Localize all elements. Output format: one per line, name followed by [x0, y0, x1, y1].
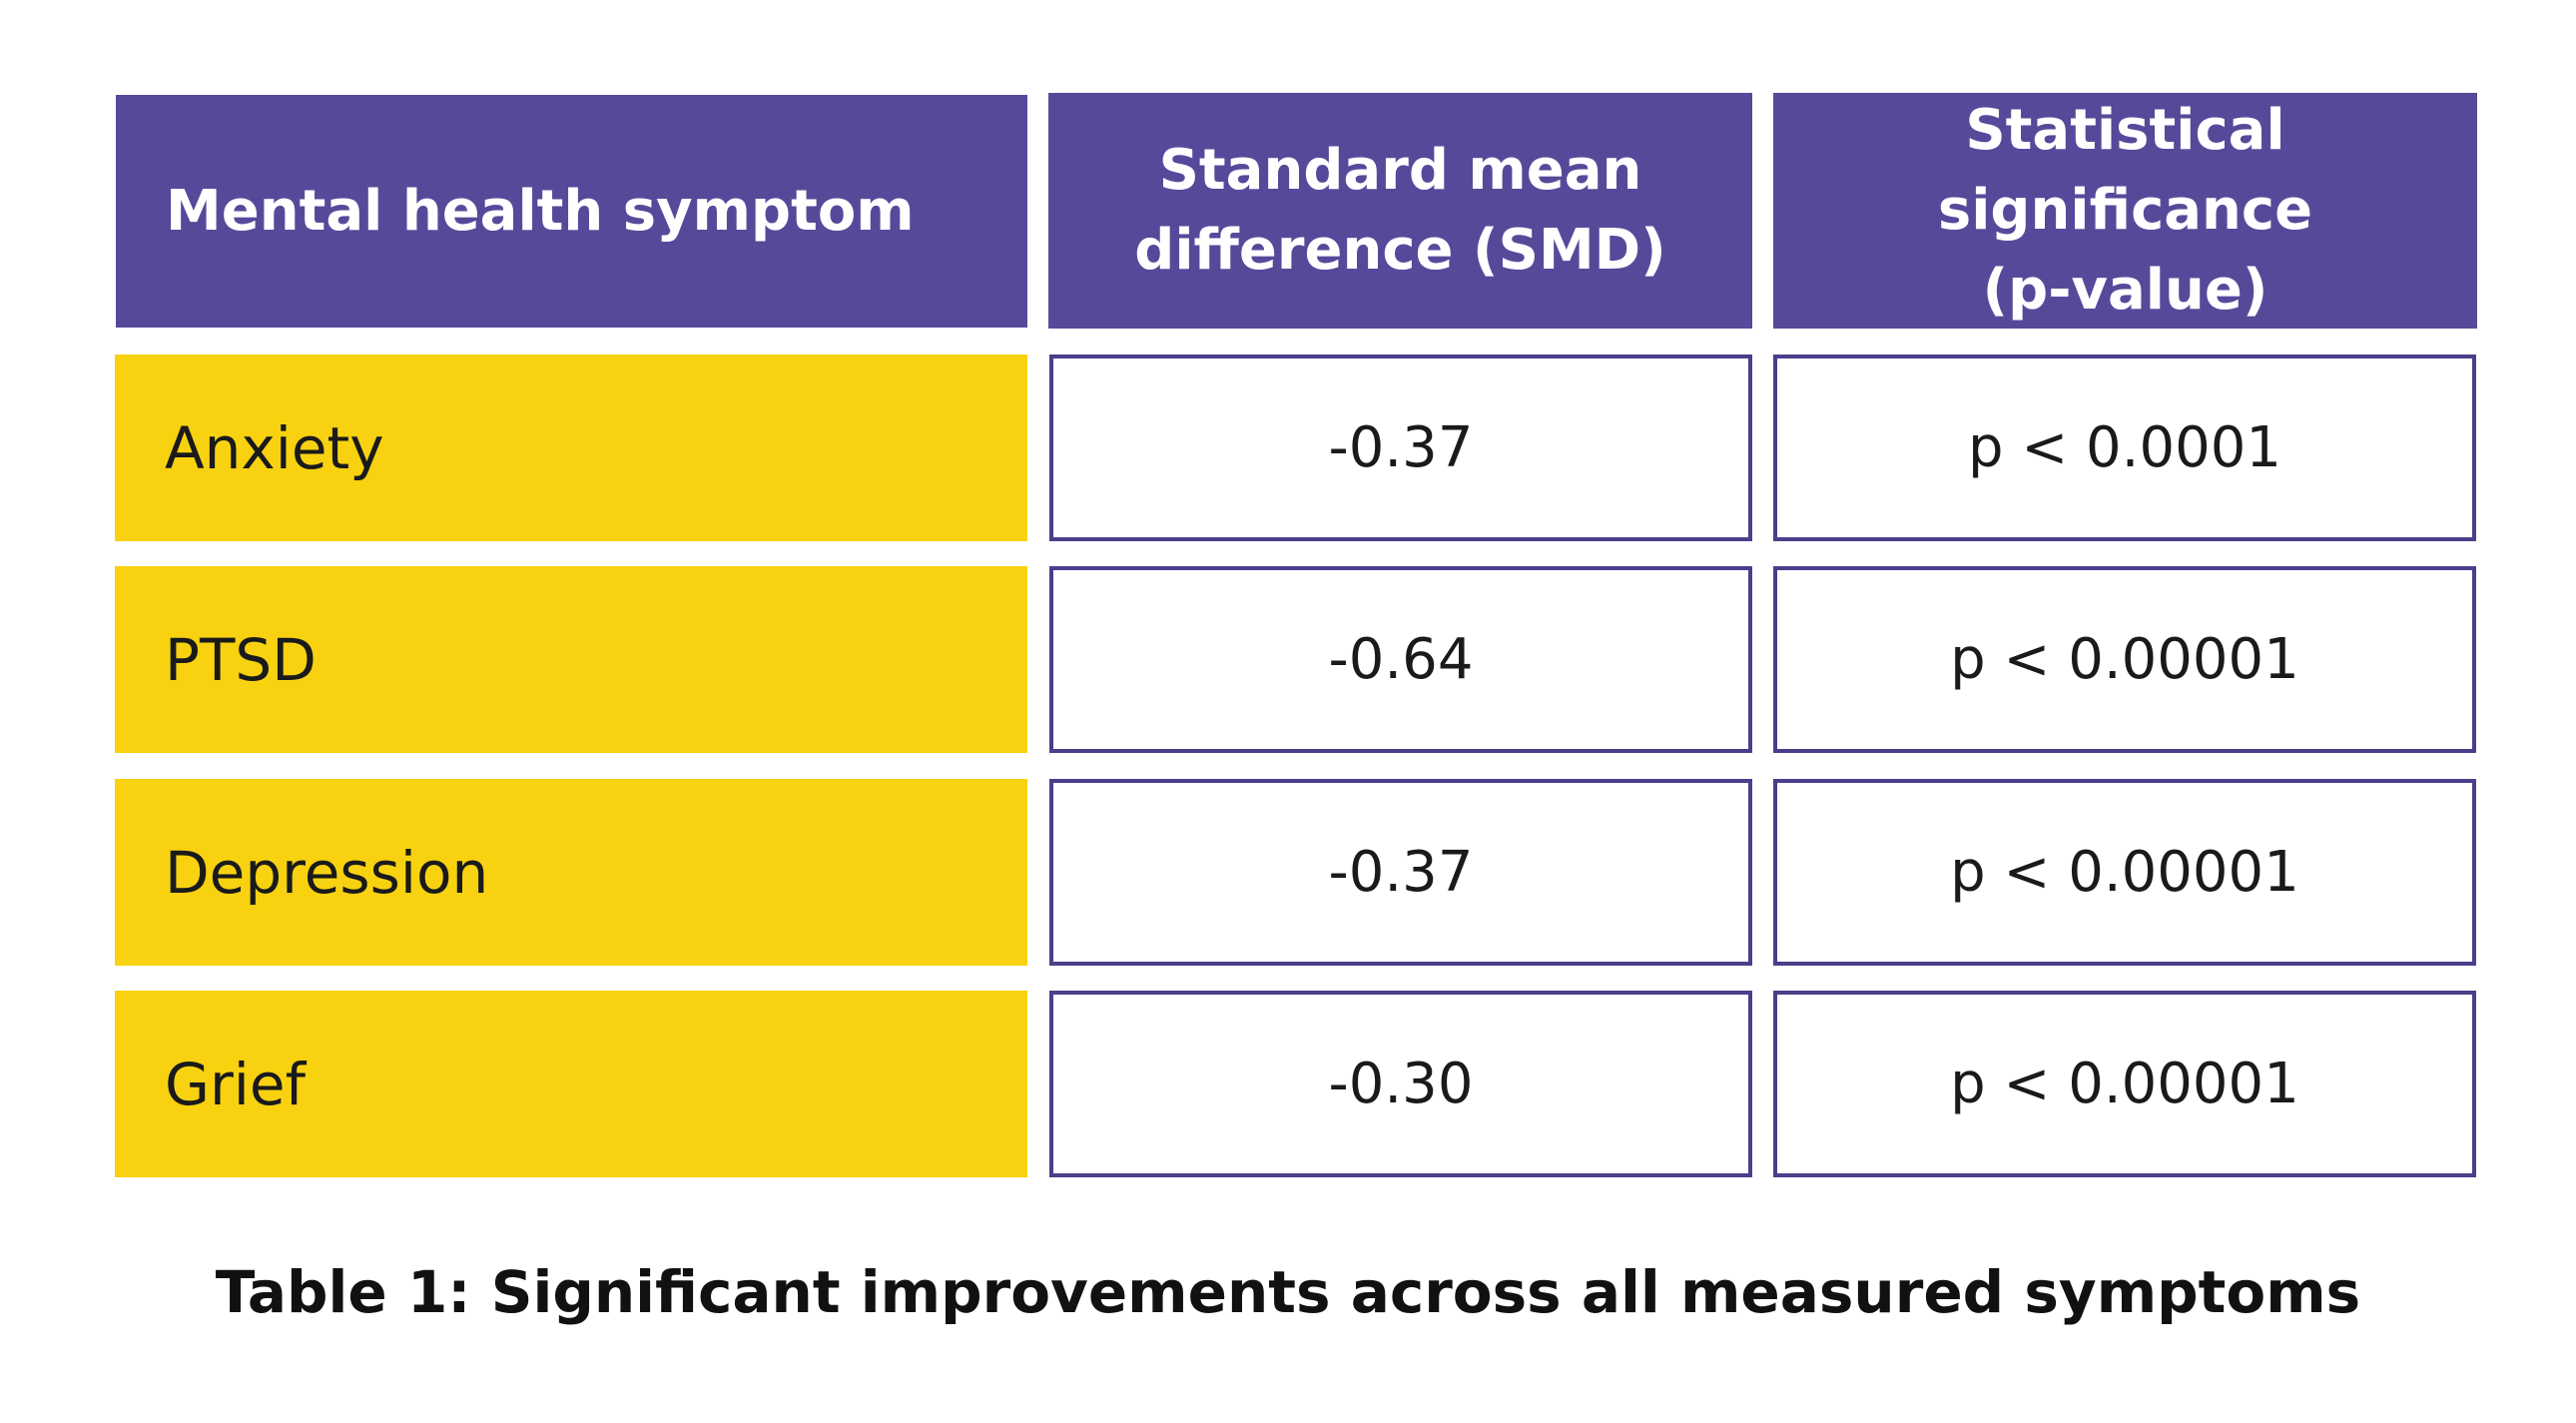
header-smd-label: Standard mean difference (SMD): [1134, 138, 1666, 283]
row-ptsd-symptom: PTSD: [115, 566, 1027, 753]
table-caption: Table 1: Significant improvements across…: [215, 1258, 2361, 1326]
smd-value: -0.37: [1328, 415, 1474, 480]
header-symptom-label: Mental health symptom: [166, 178, 915, 244]
header-pvalue-label: Statistical significance (p-value): [1937, 98, 2313, 323]
symptom-label: Depression: [165, 838, 489, 907]
row-grief-symptom: Grief: [115, 991, 1027, 1177]
symptom-label: Anxiety: [165, 413, 384, 482]
row-depression-smd: -0.37: [1049, 779, 1752, 966]
p-value: p < 0.0001: [1967, 415, 2281, 480]
row-depression-symptom: Depression: [115, 779, 1027, 966]
p-value: p < 0.00001: [1950, 1052, 2299, 1116]
symptom-label: Grief: [165, 1050, 307, 1118]
row-ptsd-smd: -0.64: [1049, 566, 1752, 753]
row-depression-pvalue: p < 0.00001: [1773, 779, 2476, 966]
smd-value: -0.64: [1328, 627, 1474, 692]
header-pvalue: Statistical significance (p-value): [1773, 93, 2477, 329]
row-grief-pvalue: p < 0.00001: [1773, 991, 2476, 1177]
p-value: p < 0.00001: [1950, 840, 2299, 905]
header-symptom: Mental health symptom: [116, 95, 1027, 328]
row-anxiety-pvalue: p < 0.0001: [1773, 355, 2476, 541]
row-grief-smd: -0.30: [1049, 991, 1752, 1177]
p-value: p < 0.00001: [1950, 627, 2299, 692]
row-ptsd-pvalue: p < 0.00001: [1773, 566, 2476, 753]
row-anxiety-smd: -0.37: [1049, 355, 1752, 541]
smd-value: -0.37: [1328, 840, 1474, 905]
row-anxiety-symptom: Anxiety: [115, 355, 1027, 541]
symptom-label: PTSD: [165, 625, 317, 694]
header-smd: Standard mean difference (SMD): [1048, 93, 1752, 329]
smd-value: -0.30: [1328, 1052, 1474, 1116]
